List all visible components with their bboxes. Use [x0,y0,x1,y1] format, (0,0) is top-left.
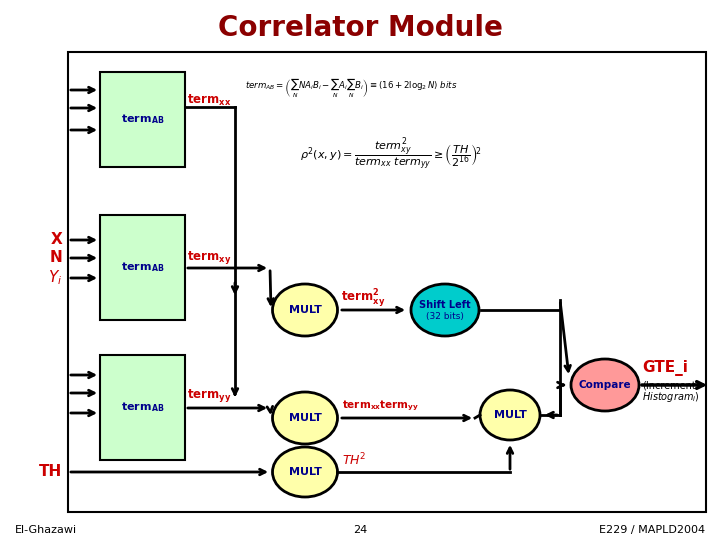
Bar [100,72,185,167]
Text: 24: 24 [353,525,367,535]
Ellipse shape [480,390,540,440]
Ellipse shape [411,284,479,336]
Ellipse shape [272,392,338,444]
Text: TH: TH [39,464,62,480]
Text: $Y_i$: $Y_i$ [48,268,62,287]
Text: $\bf{term}^2_{xy}$: $\bf{term}^2_{xy}$ [341,287,385,309]
Ellipse shape [571,359,639,411]
Text: $\rho^2(x,y) = \dfrac{term^2_{xy}}{term_{xx}\ term_{yy}} \geq \left(\dfrac{TH}{2: $\rho^2(x,y) = \dfrac{term^2_{xy}}{term_… [300,137,482,173]
Text: Shift Left: Shift Left [419,300,471,310]
Text: MULT: MULT [289,467,321,477]
Text: $\bf{term}_{AB}$: $\bf{term}_{AB}$ [121,261,164,274]
Text: $\bf{term}_{xx}\bf{term}_{yy}$: $\bf{term}_{xx}\bf{term}_{yy}$ [342,399,419,413]
Text: MULT: MULT [289,305,321,315]
Text: Correlator Module: Correlator Module [217,14,503,42]
Text: $\bf{term}_{xx}$: $\bf{term}_{xx}$ [187,92,231,107]
Text: $Histogram_i$): $Histogram_i$) [642,390,700,404]
Text: N: N [49,251,62,266]
Text: $\bf{term}_{xy}$: $\bf{term}_{xy}$ [187,248,231,266]
Bar [100,215,185,320]
Text: $TH^2$: $TH^2$ [342,451,366,468]
Text: $term_{AB} = \left(\sum_N NA_i B_i - \sum_N A_i \sum_N B_i\right) \equiv (16+2\l: $term_{AB} = \left(\sum_N NA_i B_i - \su… [245,76,457,100]
Text: (Increment: (Increment [642,380,696,390]
Bar [100,355,185,460]
Text: MULT: MULT [289,413,321,423]
Text: Compare: Compare [579,380,631,390]
Text: (32 bits): (32 bits) [426,313,464,321]
Text: E229 / MAPLD2004: E229 / MAPLD2004 [599,525,705,535]
Text: GTE_i: GTE_i [642,360,688,376]
Text: X: X [50,233,62,247]
Ellipse shape [272,447,338,497]
Text: El-Ghazawi: El-Ghazawi [15,525,77,535]
Ellipse shape [272,284,338,336]
Text: $\bf{term}_{AB}$: $\bf{term}_{AB}$ [121,401,164,414]
Text: $\bf{term}_{yy}$: $\bf{term}_{yy}$ [187,388,231,404]
Text: MULT: MULT [494,410,526,420]
Text: $\bf{term}_{AB}$: $\bf{term}_{AB}$ [121,113,164,126]
Bar [68,52,706,512]
